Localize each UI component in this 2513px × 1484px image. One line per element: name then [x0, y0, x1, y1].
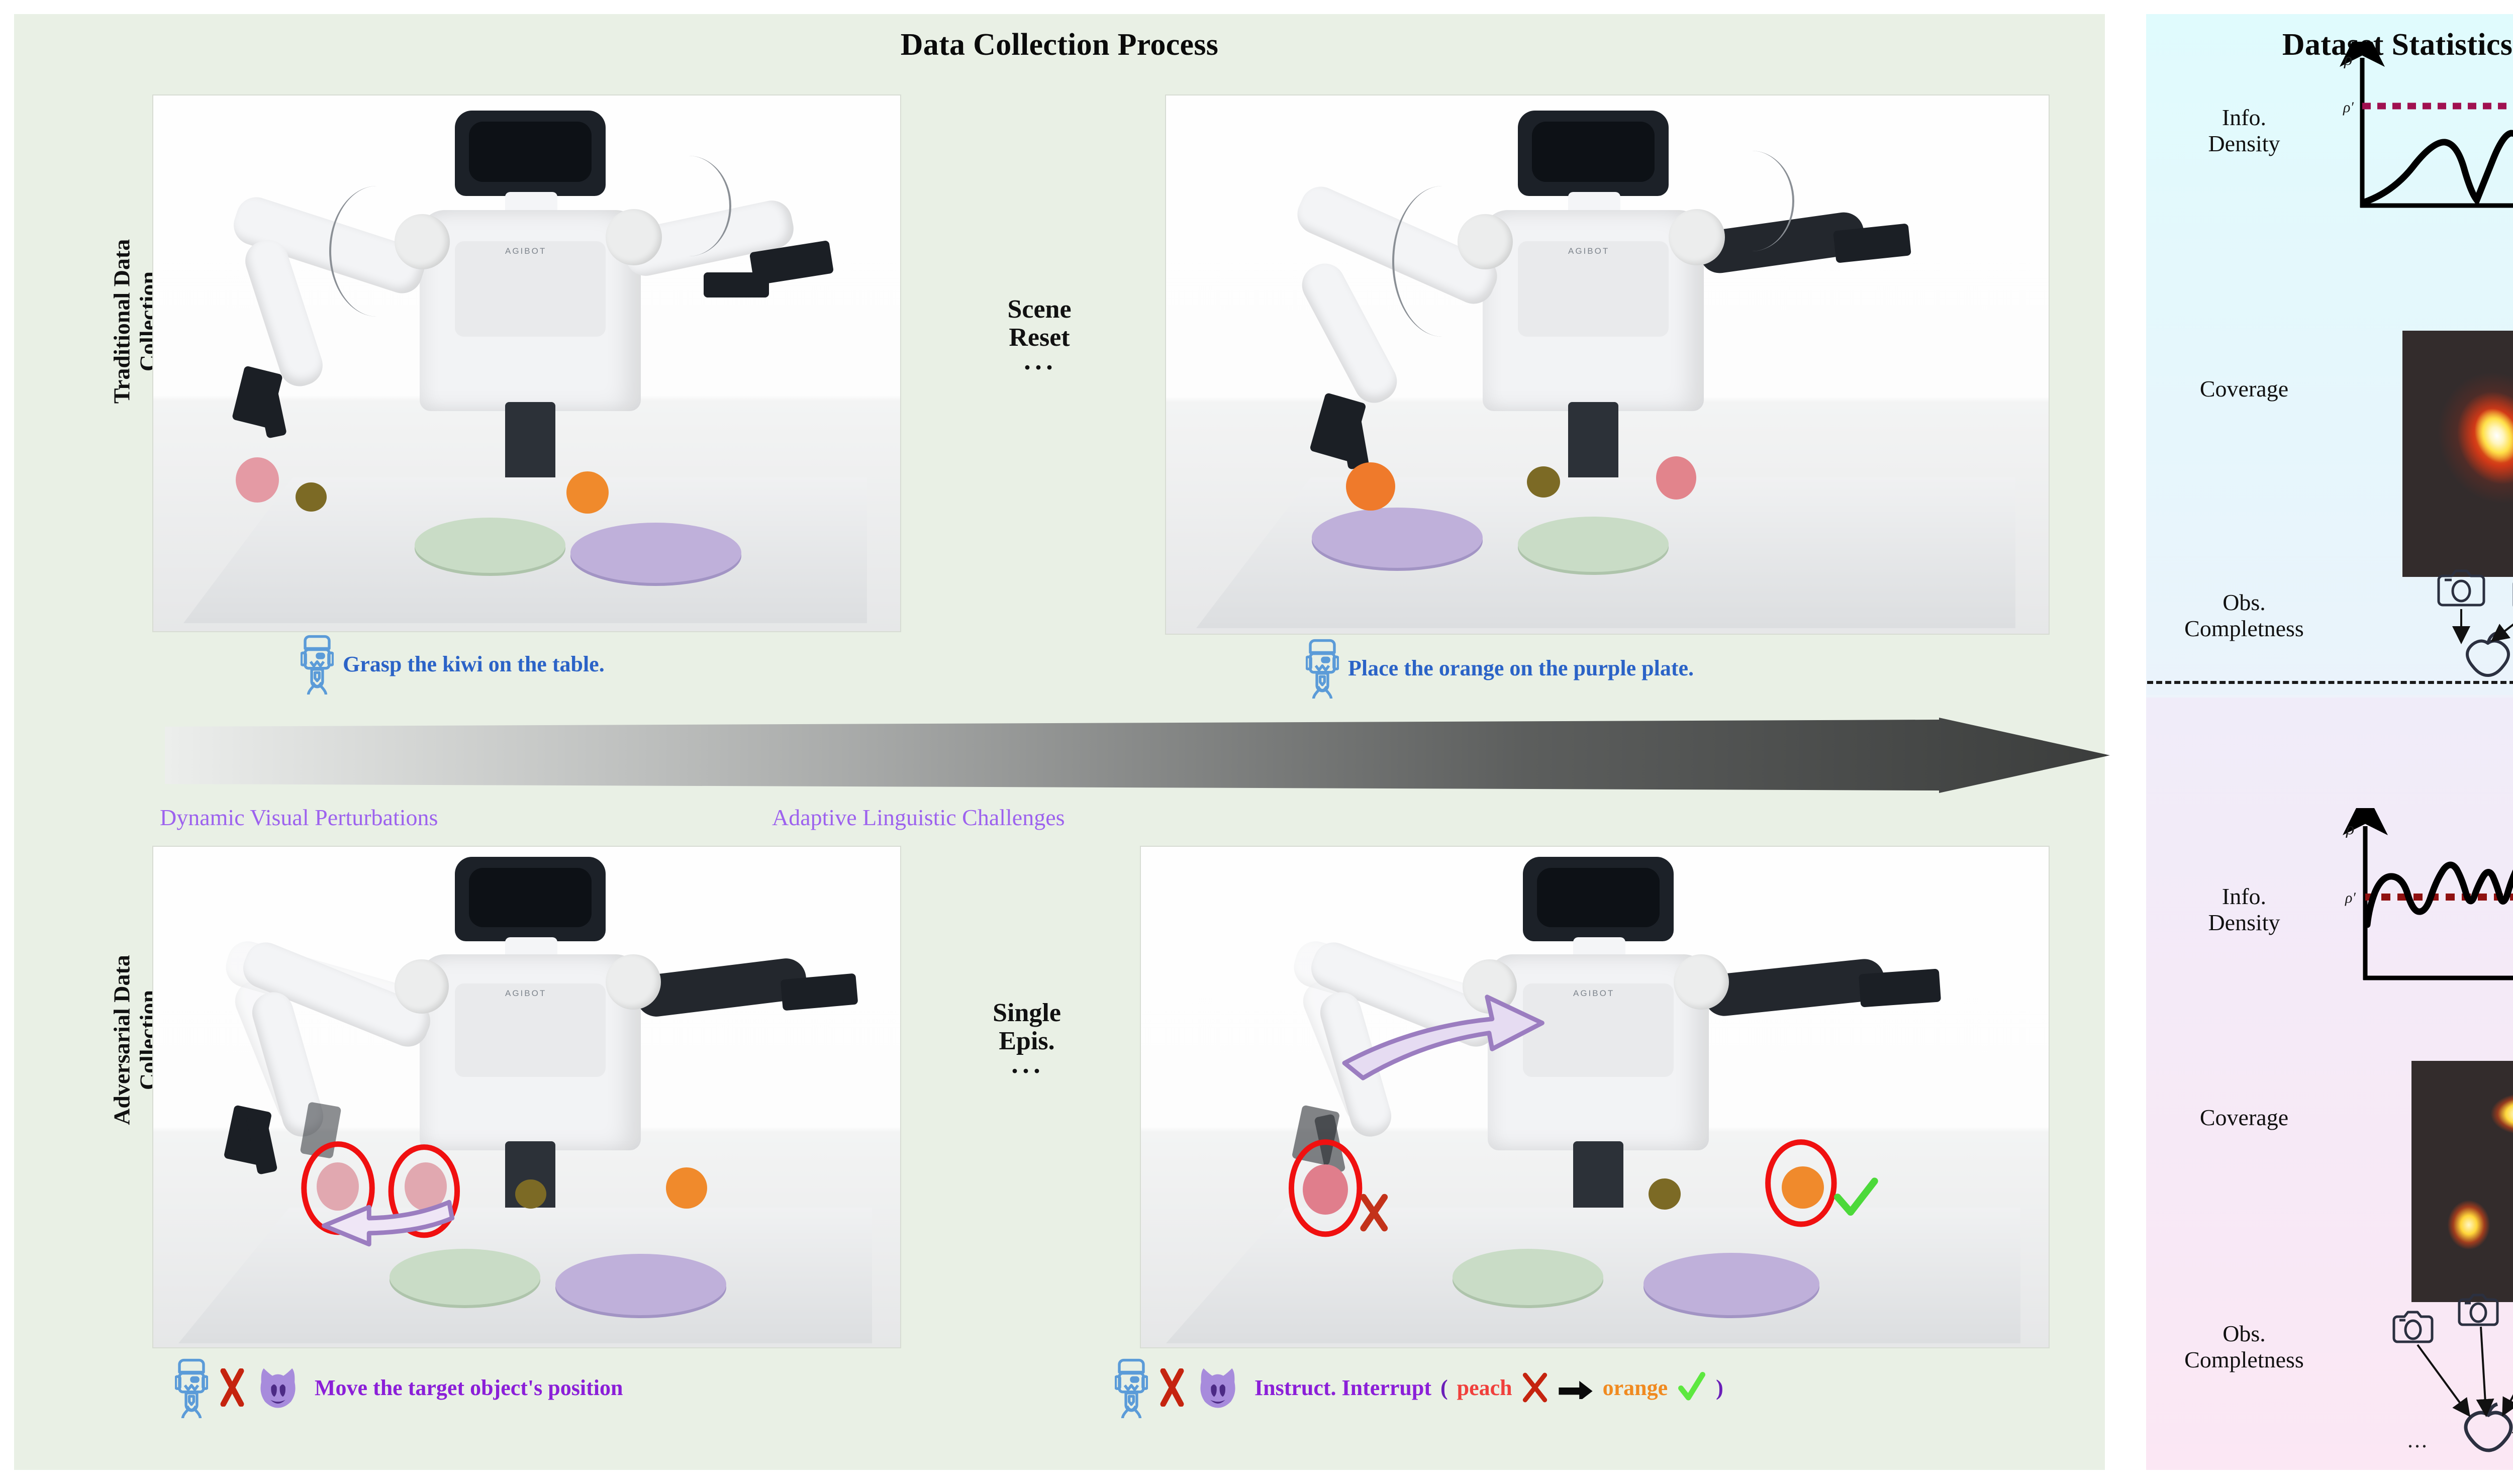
red-circle-annotation	[1288, 1139, 1363, 1237]
obs-completeness-ellipsis: ...	[2407, 1428, 2429, 1452]
red-circle-annotation	[388, 1144, 460, 1238]
caption-bottom-left-text: Move the target object's position	[315, 1375, 623, 1400]
green-check-annotation	[1834, 1177, 1878, 1216]
scene-reset-label: Scene Reset ···	[919, 295, 1160, 382]
scene-reset-line2: Reset	[1009, 323, 1070, 352]
obs-completeness-diagram-top	[2437, 569, 2513, 677]
annotation-overlay-bottom-right	[1288, 995, 1878, 1237]
row-label-adversarial-line1: Adversarial Data	[109, 955, 135, 1125]
devil-face-icon	[260, 1368, 296, 1408]
black-right-arrow-icon	[1559, 1380, 1593, 1399]
section-heading-linguistic-challenges: Adaptive Linguistic Challenges	[772, 805, 1065, 830]
stat-label-coverage-top: Coverage	[2161, 376, 2327, 402]
purple-move-arrow-icon	[322, 1200, 455, 1247]
caption-paren-open: (	[1440, 1375, 1448, 1400]
vr-headset-icon	[1115, 1358, 1148, 1418]
info-density-chart-top: ρ ρ′ t	[2340, 42, 2513, 208]
caption-top-right-text: Place the orange on the purple plate.	[1348, 655, 1694, 680]
stat-label-info-density-bottom: Info. Density	[2161, 883, 2327, 935]
single-episode-line1: Single	[993, 999, 1061, 1027]
caption-right-word: orange	[1602, 1375, 1668, 1400]
density-curve	[2360, 130, 2513, 207]
obs-line2-top: Completness	[2184, 615, 2304, 641]
camera-icon	[2437, 569, 2485, 607]
obs-line1-bottom: Obs.	[2222, 1321, 2266, 1346]
red-x-annotation	[1360, 1194, 1388, 1232]
info-density-line2-bottom: Density	[2208, 909, 2280, 935]
data-collection-process-panel: Data Collection Process Traditional Data…	[14, 14, 2110, 1470]
caption-paren-close: )	[1716, 1375, 1723, 1400]
section-heading-visual-perturbations: Dynamic Visual Perturbations	[160, 805, 438, 830]
density-curve	[2364, 861, 2513, 928]
red-cross-out-icon	[220, 1368, 244, 1407]
red-x-icon	[1522, 1372, 1547, 1403]
vr-headset-icon	[175, 1358, 208, 1418]
vr-headset-icon	[301, 635, 334, 695]
axis-label-rho: ρ	[2344, 50, 2352, 69]
dataset-statistics-panel: Dataset Statistics Info. Density ρ ρ′ t …	[2146, 14, 2513, 1470]
caption-bottom-left: Move the target object's position	[175, 1357, 623, 1418]
coverage-heatmap-top	[2363, 304, 2513, 604]
coverage-label-top: Coverage	[2199, 376, 2289, 402]
axis-label-rho-prime: ρ′	[2343, 99, 2354, 116]
process-flow-arrow	[165, 718, 2110, 793]
stat-label-coverage-bottom: Coverage	[2161, 1105, 2327, 1131]
row-label-traditional-line1: Traditional Data	[109, 239, 135, 404]
info-density-chart-bottom: ρ ρ′ t	[2343, 808, 2513, 980]
dataset-statistics-title: Dataset Statistics	[2282, 28, 2513, 62]
info-density-line1-bottom: Info.	[2221, 883, 2267, 909]
axis-label-rho: ρ	[2346, 820, 2354, 838]
caption-top-right: Place the orange on the purple plate.	[1306, 637, 1694, 699]
caption-bottom-right-prefix: Instruct. Interrupt	[1254, 1375, 1431, 1400]
red-cross-out-icon	[1160, 1368, 1184, 1407]
caption-top-left-text: Grasp the kiwi on the table.	[343, 651, 605, 676]
info-density-line1: Info.	[2221, 105, 2267, 130]
robot-screenshot-top-left: AGIBOT	[152, 94, 901, 632]
robot-screenshot-bottom-right: AGIBOT	[1140, 846, 2050, 1348]
caption-top-left: Grasp the kiwi on the table.	[301, 633, 605, 695]
camera-icon	[2458, 1294, 2499, 1326]
stat-label-info-density-top: Info. Density	[2161, 105, 2327, 156]
scene-reset-line1: Scene	[1007, 295, 1072, 324]
red-circle-annotation	[1765, 1139, 1837, 1227]
caption-wrong-word: peach	[1457, 1375, 1512, 1400]
section-divider	[2147, 681, 2513, 684]
robot-screenshot-bottom-left: AGIBOT	[152, 846, 901, 1348]
devil-face-icon	[1200, 1368, 1235, 1408]
vr-headset-icon	[1306, 639, 1339, 699]
coverage-label-bottom: Coverage	[2199, 1105, 2289, 1130]
purple-swap-arrow-icon	[1342, 995, 1544, 1080]
single-episode-ellipsis: ···	[1010, 1056, 1044, 1086]
single-episode-line2: Epis.	[999, 1027, 1055, 1056]
info-density-line2: Density	[2208, 130, 2280, 156]
obs-completeness-diagram-bottom	[2392, 1294, 2513, 1452]
robot-screenshot-top-right: AGIBOT	[1165, 94, 2050, 635]
obs-line1-top: Obs.	[2222, 589, 2266, 615]
camera-icon	[2392, 1311, 2434, 1343]
obs-line2-bottom: Completness	[2184, 1346, 2304, 1372]
apple-icon	[2464, 1402, 2513, 1452]
apple-icon	[2466, 632, 2510, 677]
single-episode-label: Single Epis. ···	[914, 999, 1140, 1086]
green-check-icon	[1678, 1372, 1706, 1401]
scene-reset-ellipsis: ···	[1022, 352, 1056, 383]
axis-label-rho-prime: ρ′	[2345, 889, 2356, 906]
stat-label-obs-completeness-bottom: Obs. Completness	[2161, 1321, 2327, 1372]
page-title: Data Collection Process	[900, 28, 1219, 62]
caption-bottom-right: Instruct. Interrupt ( peach orange )	[1115, 1357, 1723, 1418]
coverage-heatmap-bottom	[2411, 1061, 2513, 1302]
stat-label-obs-completeness-top: Obs. Completness	[2161, 589, 2327, 641]
annotation-overlay-bottom-left	[301, 1141, 460, 1247]
